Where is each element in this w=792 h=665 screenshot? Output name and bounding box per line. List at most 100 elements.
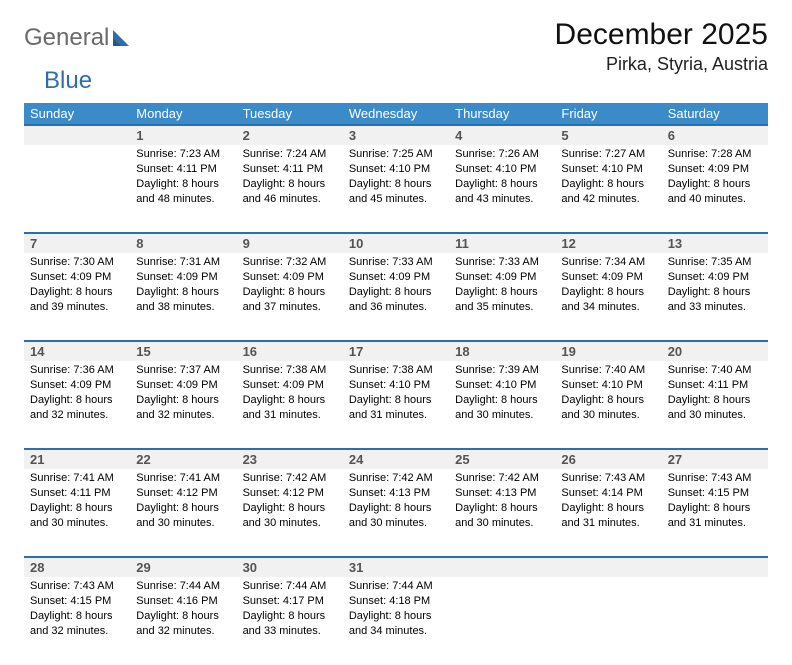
day-number: 29 [130, 558, 236, 577]
day-cell: Sunrise: 7:42 AMSunset: 4:13 PMDaylight:… [449, 469, 555, 538]
sunset-text: Sunset: 4:09 PM [30, 270, 124, 285]
sunset-text: Sunset: 4:11 PM [30, 486, 124, 501]
day-number: 25 [449, 450, 555, 469]
sunrise-text: Sunrise: 7:39 AM [455, 363, 549, 378]
day-number: 19 [555, 342, 661, 361]
day-number: 15 [130, 342, 236, 361]
sunset-text: Sunset: 4:12 PM [243, 486, 337, 501]
day-cell: Sunrise: 7:41 AMSunset: 4:12 PMDaylight:… [130, 469, 236, 538]
weekday-header: Sunday [24, 103, 130, 125]
day-number: 8 [130, 234, 236, 253]
sunset-text: Sunset: 4:11 PM [243, 162, 337, 177]
sunrise-text: Sunrise: 7:35 AM [668, 255, 762, 270]
sunset-text: Sunset: 4:18 PM [349, 594, 443, 609]
weekday-header: Monday [130, 103, 236, 125]
sunrise-text: Sunrise: 7:31 AM [136, 255, 230, 270]
day-number: 27 [662, 450, 768, 469]
day-cell: Sunrise: 7:31 AMSunset: 4:09 PMDaylight:… [130, 253, 236, 322]
daylight-text: Daylight: 8 hours and 39 minutes. [30, 285, 124, 315]
daylight-text: Daylight: 8 hours and 43 minutes. [455, 177, 549, 207]
weekday-header: Friday [555, 103, 661, 125]
sunset-text: Sunset: 4:10 PM [455, 162, 549, 177]
sunrise-text: Sunrise: 7:32 AM [243, 255, 337, 270]
daylight-text: Daylight: 8 hours and 42 minutes. [561, 177, 655, 207]
day-content-row: Sunrise: 7:43 AMSunset: 4:15 PMDaylight:… [24, 577, 768, 665]
day-cell: Sunrise: 7:35 AMSunset: 4:09 PMDaylight:… [662, 253, 768, 322]
daylight-text: Daylight: 8 hours and 40 minutes. [668, 177, 762, 207]
day-number: 2 [237, 126, 343, 145]
day-number: 14 [24, 342, 130, 361]
day-number: 10 [343, 234, 449, 253]
sunset-text: Sunset: 4:09 PM [668, 270, 762, 285]
day-number: 11 [449, 234, 555, 253]
day-cell [449, 577, 555, 587]
sunset-text: Sunset: 4:10 PM [349, 378, 443, 393]
calendar-body: .123456Sunrise: 7:23 AMSunset: 4:11 PMDa… [24, 125, 768, 665]
sunrise-text: Sunrise: 7:23 AM [136, 147, 230, 162]
sunrise-text: Sunrise: 7:26 AM [455, 147, 549, 162]
sunset-text: Sunset: 4:12 PM [136, 486, 230, 501]
day-content-row: Sunrise: 7:41 AMSunset: 4:11 PMDaylight:… [24, 469, 768, 557]
day-cell: Sunrise: 7:23 AMSunset: 4:11 PMDaylight:… [130, 145, 236, 214]
sunset-text: Sunset: 4:10 PM [561, 162, 655, 177]
day-content-row: Sunrise: 7:30 AMSunset: 4:09 PMDaylight:… [24, 253, 768, 341]
day-cell: Sunrise: 7:38 AMSunset: 4:09 PMDaylight:… [237, 361, 343, 430]
daylight-text: Daylight: 8 hours and 37 minutes. [243, 285, 337, 315]
day-number: 20 [662, 342, 768, 361]
sunset-text: Sunset: 4:09 PM [243, 378, 337, 393]
sunrise-text: Sunrise: 7:36 AM [30, 363, 124, 378]
day-cell: Sunrise: 7:25 AMSunset: 4:10 PMDaylight:… [343, 145, 449, 214]
daylight-text: Daylight: 8 hours and 45 minutes. [349, 177, 443, 207]
location-label: Pirka, Styria, Austria [555, 54, 768, 75]
daylight-text: Daylight: 8 hours and 33 minutes. [243, 609, 337, 639]
day-cell: Sunrise: 7:40 AMSunset: 4:10 PMDaylight:… [555, 361, 661, 430]
sunset-text: Sunset: 4:10 PM [349, 162, 443, 177]
day-cell: Sunrise: 7:34 AMSunset: 4:09 PMDaylight:… [555, 253, 661, 322]
logo: General [24, 18, 133, 52]
day-cell: Sunrise: 7:41 AMSunset: 4:11 PMDaylight:… [24, 469, 130, 538]
sunset-text: Sunset: 4:11 PM [668, 378, 762, 393]
sunset-text: Sunset: 4:13 PM [455, 486, 549, 501]
sunrise-text: Sunrise: 7:42 AM [349, 471, 443, 486]
logo-text-general: General [24, 24, 109, 52]
sunrise-text: Sunrise: 7:27 AM [561, 147, 655, 162]
sunset-text: Sunset: 4:09 PM [30, 378, 124, 393]
day-cell: Sunrise: 7:38 AMSunset: 4:10 PMDaylight:… [343, 361, 449, 430]
daylight-text: Daylight: 8 hours and 36 minutes. [349, 285, 443, 315]
day-number: 6 [662, 126, 768, 145]
sunrise-text: Sunrise: 7:25 AM [349, 147, 443, 162]
sunrise-text: Sunrise: 7:38 AM [349, 363, 443, 378]
sunrise-text: Sunrise: 7:33 AM [349, 255, 443, 270]
daylight-text: Daylight: 8 hours and 32 minutes. [30, 609, 124, 639]
sunrise-text: Sunrise: 7:43 AM [30, 579, 124, 594]
day-number: 31 [343, 558, 449, 577]
sunrise-text: Sunrise: 7:28 AM [668, 147, 762, 162]
sunset-text: Sunset: 4:13 PM [349, 486, 443, 501]
sunset-text: Sunset: 4:17 PM [243, 594, 337, 609]
day-number: 1 [130, 126, 236, 145]
day-number: 18 [449, 342, 555, 361]
daylight-text: Daylight: 8 hours and 32 minutes. [136, 393, 230, 423]
sunset-text: Sunset: 4:15 PM [30, 594, 124, 609]
sunrise-text: Sunrise: 7:41 AM [136, 471, 230, 486]
daylight-text: Daylight: 8 hours and 32 minutes. [30, 393, 124, 423]
sunset-text: Sunset: 4:16 PM [136, 594, 230, 609]
sunset-text: Sunset: 4:09 PM [455, 270, 549, 285]
day-content-row: Sunrise: 7:36 AMSunset: 4:09 PMDaylight:… [24, 361, 768, 449]
daylight-text: Daylight: 8 hours and 30 minutes. [455, 393, 549, 423]
day-number: 13 [662, 234, 768, 253]
day-number: 16 [237, 342, 343, 361]
daylight-text: Daylight: 8 hours and 31 minutes. [243, 393, 337, 423]
sunset-text: Sunset: 4:10 PM [455, 378, 549, 393]
title-block: December 2025 Pirka, Styria, Austria [555, 18, 768, 75]
daylight-text: Daylight: 8 hours and 34 minutes. [349, 609, 443, 639]
sunrise-text: Sunrise: 7:43 AM [668, 471, 762, 486]
day-cell [662, 577, 768, 587]
sunrise-text: Sunrise: 7:41 AM [30, 471, 124, 486]
day-cell: Sunrise: 7:33 AMSunset: 4:09 PMDaylight:… [449, 253, 555, 322]
day-number: 7 [24, 234, 130, 253]
sunset-text: Sunset: 4:09 PM [136, 378, 230, 393]
sunset-text: Sunset: 4:09 PM [561, 270, 655, 285]
sunrise-text: Sunrise: 7:33 AM [455, 255, 549, 270]
daylight-text: Daylight: 8 hours and 31 minutes. [668, 501, 762, 531]
